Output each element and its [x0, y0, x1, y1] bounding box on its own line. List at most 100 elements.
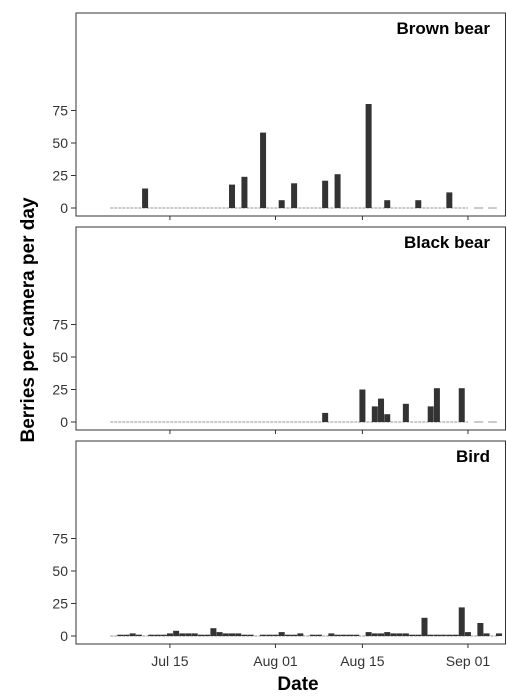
bar — [247, 634, 254, 636]
bar — [415, 200, 422, 208]
bar — [322, 412, 329, 422]
bar — [378, 633, 385, 636]
bar — [328, 633, 335, 636]
bar — [346, 634, 353, 636]
bar — [384, 200, 391, 208]
bar — [142, 188, 149, 208]
bar — [260, 132, 267, 208]
bar — [166, 633, 173, 636]
bar — [309, 634, 316, 636]
facet-panel: 0 25 50 75 Black bear — [52, 226, 506, 434]
panel-border — [75, 226, 506, 431]
bar — [284, 634, 291, 636]
x-tick-label: Jul 15 — [151, 653, 189, 669]
y-tick-label: 0 — [60, 414, 68, 430]
bar — [464, 632, 471, 636]
y-tick-label: 50 — [52, 349, 68, 365]
bar — [402, 633, 409, 636]
bar — [154, 634, 161, 636]
y-tick-label: 50 — [52, 563, 68, 579]
y-tick-label: 75 — [52, 317, 68, 333]
bar — [117, 634, 124, 636]
bar — [384, 632, 391, 636]
bar — [353, 634, 360, 636]
bar — [409, 634, 416, 636]
bar — [291, 634, 298, 636]
bar — [390, 633, 397, 636]
bar — [241, 176, 248, 208]
y-tick-label: 0 — [60, 200, 68, 216]
bar — [415, 634, 422, 636]
facet-panel: 0 25 50 75 Brown bear — [52, 12, 506, 220]
bar — [440, 634, 447, 636]
bar — [222, 633, 229, 636]
bar — [427, 406, 434, 422]
bar — [148, 634, 155, 636]
bar — [229, 633, 236, 636]
bar — [446, 634, 453, 636]
bar — [396, 633, 403, 636]
bar — [197, 634, 204, 636]
bar — [384, 414, 391, 422]
bar — [458, 607, 465, 636]
y-tick-label: 25 — [52, 596, 68, 612]
bar — [266, 634, 273, 636]
bar — [371, 633, 378, 636]
bar — [371, 406, 378, 422]
bar — [365, 104, 372, 208]
bar — [427, 634, 434, 636]
bar — [365, 632, 372, 636]
panel-border — [75, 12, 506, 217]
x-tick-label: Aug 15 — [340, 653, 385, 669]
y-axis-title: Berries per camera per day — [18, 197, 39, 442]
bar — [297, 633, 304, 636]
bar — [322, 180, 329, 208]
bar — [191, 633, 198, 636]
bar — [334, 634, 341, 636]
bar — [210, 628, 217, 636]
bar — [458, 388, 465, 422]
facet-panel: 0 25 50 75 Bird — [52, 440, 506, 648]
panel-title: Brown bear — [396, 19, 490, 38]
y-tick-label: 0 — [60, 628, 68, 644]
bar — [433, 388, 440, 422]
bar — [185, 633, 192, 636]
y-tick-label: 25 — [52, 382, 68, 398]
bar — [173, 630, 180, 636]
bar — [229, 184, 236, 208]
bar — [272, 634, 279, 636]
bar — [446, 192, 453, 208]
bar — [291, 183, 298, 208]
panel-title: Bird — [456, 447, 490, 466]
panel-title: Black bear — [404, 233, 490, 252]
bar — [123, 634, 130, 636]
bar — [421, 617, 428, 636]
bar — [260, 634, 267, 636]
bar — [135, 634, 142, 636]
y-tick-label: 75 — [52, 103, 68, 119]
bar — [278, 632, 285, 636]
bar — [241, 634, 248, 636]
y-tick-label: 25 — [52, 168, 68, 184]
bar — [452, 634, 459, 636]
bar — [477, 623, 484, 636]
y-tick-label: 75 — [52, 531, 68, 547]
bar — [496, 633, 502, 636]
bar — [216, 632, 223, 636]
bar — [204, 634, 211, 636]
bar — [433, 634, 440, 636]
bar — [359, 389, 366, 422]
bar — [483, 633, 490, 636]
x-axis-title: Date — [277, 674, 318, 695]
bar — [402, 403, 409, 422]
bar — [235, 633, 242, 636]
y-tick-label: 50 — [52, 135, 68, 151]
bar — [278, 200, 285, 208]
x-tick-label: Sep 01 — [446, 653, 491, 669]
bar — [378, 398, 385, 422]
bar — [315, 634, 322, 636]
bar — [334, 174, 341, 208]
bar — [179, 633, 186, 636]
panel-border — [75, 440, 506, 645]
